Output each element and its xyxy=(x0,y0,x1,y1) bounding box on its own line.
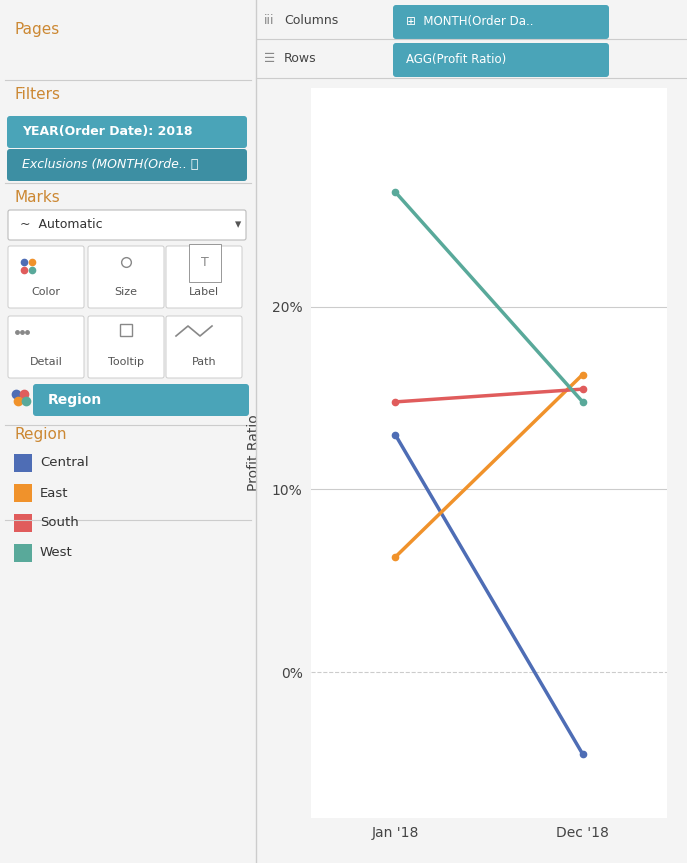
Text: East: East xyxy=(40,487,69,500)
Text: Filters: Filters xyxy=(14,87,60,103)
FancyBboxPatch shape xyxy=(166,316,242,378)
Bar xyxy=(14,544,32,562)
Text: Region: Region xyxy=(14,427,67,443)
FancyBboxPatch shape xyxy=(166,246,242,308)
Text: Marks: Marks xyxy=(14,191,60,205)
FancyBboxPatch shape xyxy=(393,5,609,39)
Text: Color: Color xyxy=(32,287,60,297)
Text: Tooltip: Tooltip xyxy=(108,357,144,367)
Text: ⊞  MONTH(Order Da..: ⊞ MONTH(Order Da.. xyxy=(406,16,534,28)
Y-axis label: Profit Ratio: Profit Ratio xyxy=(247,414,261,491)
Text: Central: Central xyxy=(40,457,89,469)
Text: ~  Automatic: ~ Automatic xyxy=(20,218,102,231)
Text: ▾: ▾ xyxy=(235,218,241,231)
Text: Columns: Columns xyxy=(284,14,338,27)
FancyBboxPatch shape xyxy=(393,43,609,77)
FancyBboxPatch shape xyxy=(8,210,246,240)
Text: AGG(Profit Ratio): AGG(Profit Ratio) xyxy=(406,54,506,66)
Text: Rows: Rows xyxy=(284,52,317,65)
Bar xyxy=(14,514,32,532)
Bar xyxy=(14,484,32,502)
FancyBboxPatch shape xyxy=(88,316,164,378)
Text: Path: Path xyxy=(192,357,216,367)
FancyBboxPatch shape xyxy=(8,316,84,378)
FancyBboxPatch shape xyxy=(88,246,164,308)
Text: Label: Label xyxy=(189,287,219,297)
Text: Size: Size xyxy=(115,287,137,297)
Text: Region: Region xyxy=(48,393,102,407)
FancyBboxPatch shape xyxy=(8,246,84,308)
Text: Detail: Detail xyxy=(30,357,63,367)
FancyBboxPatch shape xyxy=(33,384,249,416)
Text: iii: iii xyxy=(264,14,275,27)
Text: YEAR(Order Date): 2018: YEAR(Order Date): 2018 xyxy=(22,125,192,138)
Bar xyxy=(14,454,32,472)
Text: ☰: ☰ xyxy=(264,52,275,65)
Text: Pages: Pages xyxy=(14,22,59,37)
Text: Exclusions (MONTH(Orde.. ⦾: Exclusions (MONTH(Orde.. ⦾ xyxy=(22,159,199,172)
Text: T: T xyxy=(201,256,209,269)
FancyBboxPatch shape xyxy=(7,116,247,148)
Text: South: South xyxy=(40,516,79,530)
Text: West: West xyxy=(40,546,73,559)
FancyBboxPatch shape xyxy=(7,149,247,181)
